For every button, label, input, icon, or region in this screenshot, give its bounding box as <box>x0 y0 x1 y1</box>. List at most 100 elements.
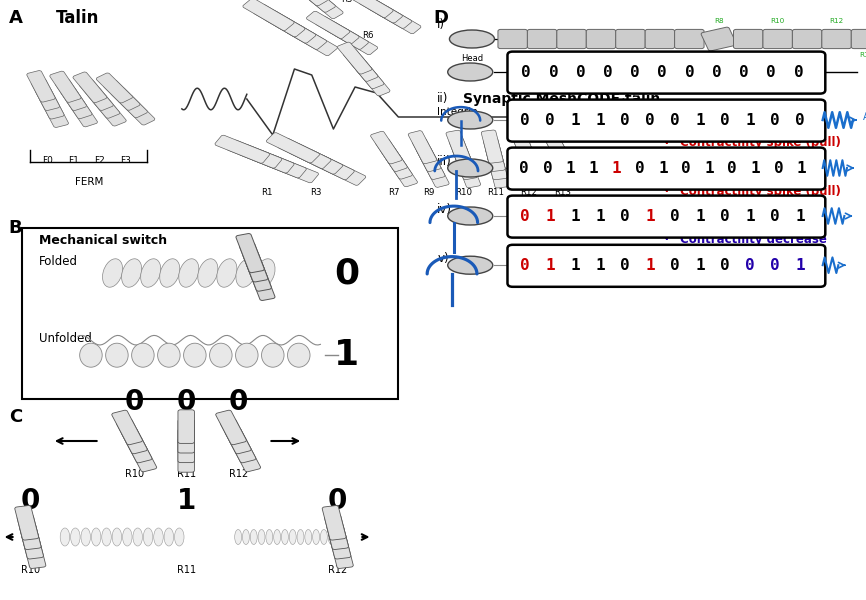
Ellipse shape <box>274 529 281 545</box>
FancyBboxPatch shape <box>542 131 571 164</box>
FancyBboxPatch shape <box>507 52 825 94</box>
FancyBboxPatch shape <box>602 66 637 91</box>
FancyBboxPatch shape <box>86 88 120 118</box>
FancyBboxPatch shape <box>240 243 268 282</box>
FancyBboxPatch shape <box>446 130 471 163</box>
Ellipse shape <box>102 528 111 546</box>
FancyBboxPatch shape <box>381 146 412 179</box>
Text: 1: 1 <box>333 338 359 372</box>
Text: 1: 1 <box>571 113 580 128</box>
Text: 1: 1 <box>797 161 806 176</box>
Text: i): i) <box>437 18 445 31</box>
Ellipse shape <box>320 529 327 545</box>
Text: R7: R7 <box>684 52 695 58</box>
FancyBboxPatch shape <box>452 146 477 179</box>
Text: R7: R7 <box>388 187 400 197</box>
Ellipse shape <box>266 529 273 545</box>
FancyBboxPatch shape <box>316 17 359 44</box>
FancyBboxPatch shape <box>313 155 365 185</box>
FancyBboxPatch shape <box>267 133 320 163</box>
FancyBboxPatch shape <box>734 29 763 49</box>
Ellipse shape <box>80 343 102 367</box>
Text: 0: 0 <box>721 258 730 273</box>
FancyBboxPatch shape <box>111 88 147 118</box>
Text: DD: DD <box>634 64 648 73</box>
FancyBboxPatch shape <box>278 138 331 169</box>
Text: 0: 0 <box>721 209 730 224</box>
Text: 0: 0 <box>795 113 805 128</box>
FancyBboxPatch shape <box>610 71 645 96</box>
FancyBboxPatch shape <box>488 155 509 188</box>
FancyBboxPatch shape <box>329 534 353 568</box>
Text: Talin: Talin <box>56 9 100 27</box>
Text: 1: 1 <box>658 161 668 176</box>
Text: iv): iv) <box>437 203 452 216</box>
Ellipse shape <box>61 528 69 546</box>
FancyBboxPatch shape <box>227 140 281 168</box>
FancyBboxPatch shape <box>822 29 851 49</box>
Text: 0: 0 <box>520 209 530 224</box>
FancyBboxPatch shape <box>359 0 403 23</box>
Text: Folded: Folded <box>39 254 78 268</box>
Ellipse shape <box>197 259 218 287</box>
Text: 1: 1 <box>571 209 580 224</box>
FancyBboxPatch shape <box>96 73 132 103</box>
FancyBboxPatch shape <box>334 28 378 55</box>
Text: 0: 0 <box>177 388 196 416</box>
Text: 0: 0 <box>727 161 737 176</box>
Text: R10: R10 <box>125 469 144 479</box>
Ellipse shape <box>281 529 288 545</box>
Text: 1: 1 <box>595 258 605 273</box>
Ellipse shape <box>250 529 257 545</box>
FancyBboxPatch shape <box>408 131 436 164</box>
Ellipse shape <box>289 529 296 545</box>
FancyBboxPatch shape <box>645 29 675 49</box>
Text: 1: 1 <box>589 161 598 176</box>
Text: 0: 0 <box>770 209 780 224</box>
Ellipse shape <box>140 259 161 287</box>
FancyBboxPatch shape <box>378 7 421 34</box>
Ellipse shape <box>313 529 320 545</box>
FancyBboxPatch shape <box>126 437 157 472</box>
FancyBboxPatch shape <box>304 0 343 19</box>
Text: 1: 1 <box>704 161 714 176</box>
FancyBboxPatch shape <box>73 72 107 103</box>
FancyBboxPatch shape <box>527 29 557 49</box>
Text: R11: R11 <box>800 52 814 58</box>
FancyBboxPatch shape <box>325 515 348 550</box>
FancyBboxPatch shape <box>242 0 294 31</box>
FancyBboxPatch shape <box>507 196 825 238</box>
Text: iii): iii) <box>437 155 452 168</box>
Text: B: B <box>9 219 23 237</box>
Text: 0: 0 <box>620 209 630 224</box>
Ellipse shape <box>258 529 265 545</box>
Text: 0: 0 <box>603 65 613 80</box>
FancyBboxPatch shape <box>264 155 319 183</box>
Text: 0: 0 <box>229 388 248 416</box>
Text: R10: R10 <box>21 565 40 575</box>
Text: A: A <box>9 9 23 27</box>
Text: R11: R11 <box>177 565 196 575</box>
FancyBboxPatch shape <box>546 139 575 172</box>
FancyBboxPatch shape <box>178 410 194 443</box>
Text: R3: R3 <box>310 187 322 197</box>
Ellipse shape <box>92 528 100 546</box>
Text: Integrin: Integrin <box>437 107 478 117</box>
FancyBboxPatch shape <box>36 88 64 119</box>
Text: Contractility spike (pull): Contractility spike (pull) <box>680 136 841 149</box>
Text: 1: 1 <box>695 258 705 273</box>
Text: 0: 0 <box>670 258 680 273</box>
FancyBboxPatch shape <box>252 150 307 178</box>
FancyBboxPatch shape <box>178 439 194 472</box>
FancyBboxPatch shape <box>216 410 247 445</box>
Ellipse shape <box>175 528 184 546</box>
Text: Unfolded: Unfolded <box>39 332 92 346</box>
FancyBboxPatch shape <box>247 262 275 301</box>
Text: R3: R3 <box>566 52 577 58</box>
FancyBboxPatch shape <box>254 5 305 37</box>
FancyBboxPatch shape <box>483 138 505 172</box>
Text: 1: 1 <box>645 209 655 224</box>
FancyBboxPatch shape <box>486 146 507 180</box>
FancyBboxPatch shape <box>851 29 866 49</box>
Text: 0: 0 <box>746 258 755 273</box>
